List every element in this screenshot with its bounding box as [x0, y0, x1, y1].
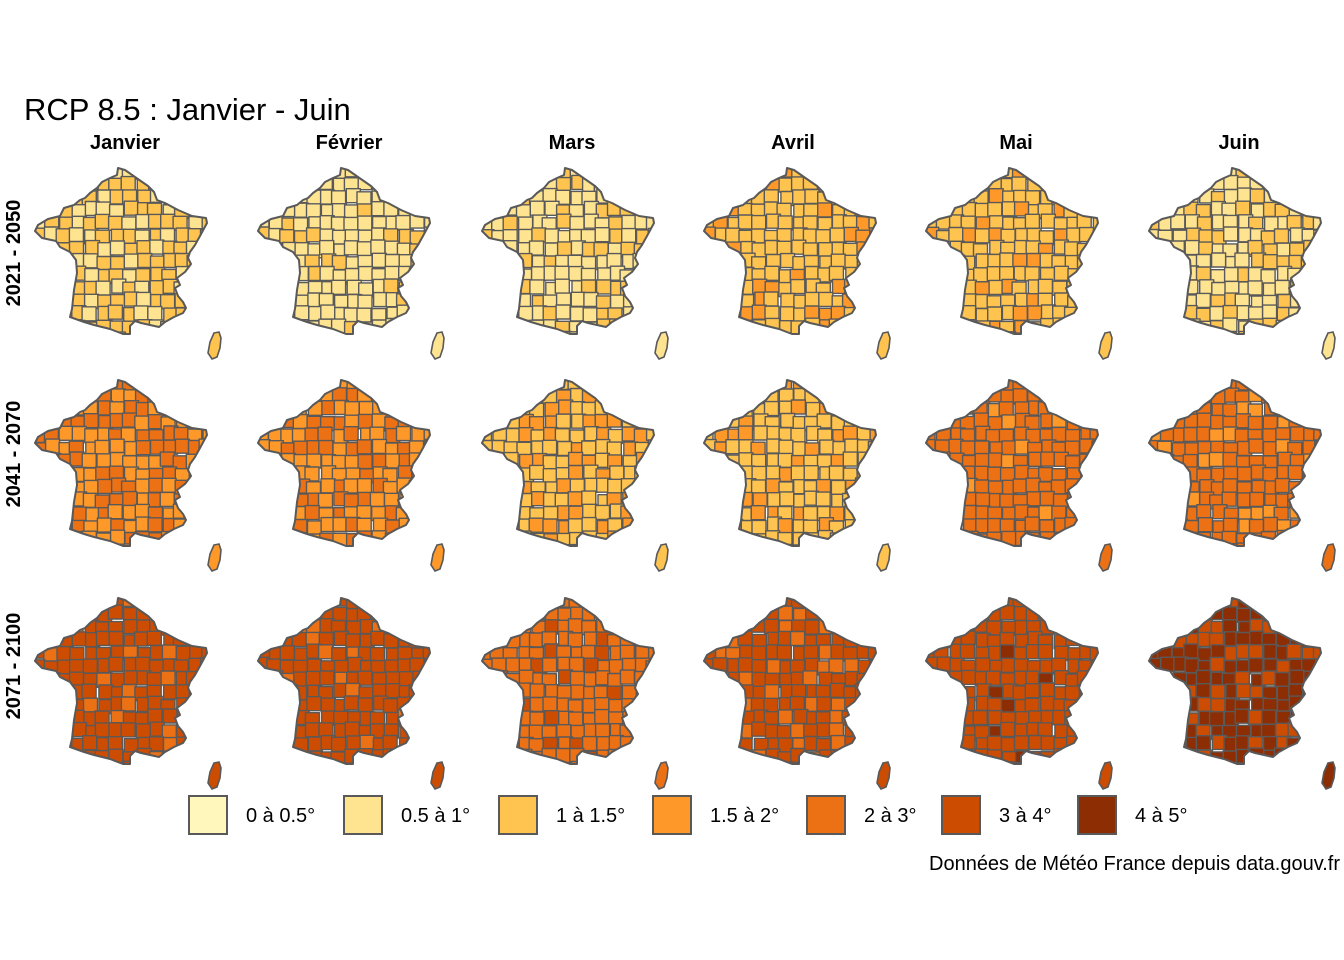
legend-swatch — [941, 795, 981, 835]
france-map — [257, 167, 445, 360]
france-map — [34, 379, 222, 572]
corsica-shape — [207, 543, 222, 572]
france-map — [925, 597, 1113, 790]
corsica-shape — [876, 761, 891, 790]
legend-swatch — [652, 795, 692, 835]
corsica-shape — [876, 543, 891, 572]
legend-swatch — [498, 795, 538, 835]
legend-swatch — [343, 795, 383, 835]
corsica-shape — [430, 331, 445, 360]
period-header: 2071 - 2100 — [3, 612, 25, 720]
legend-label: 3 à 4° — [999, 805, 1052, 827]
corsica-shape — [1321, 543, 1336, 572]
corsica-shape — [1098, 543, 1113, 572]
france-map — [34, 597, 222, 790]
month-header: Janvier — [89, 132, 161, 154]
corsica-shape — [654, 543, 669, 572]
france-map — [703, 379, 891, 572]
month-header: Mars — [548, 132, 596, 154]
month-header: Février — [315, 132, 383, 154]
legend-swatch — [1077, 795, 1117, 835]
legend-label: 4 à 5° — [1135, 805, 1188, 827]
corsica-shape — [430, 543, 445, 572]
legend-label: 0 à 0.5° — [246, 805, 316, 827]
france-map — [481, 167, 669, 360]
france-map — [925, 379, 1113, 572]
corsica-shape — [430, 761, 445, 790]
legend-label: 1 à 1.5° — [556, 805, 626, 827]
corsica-shape — [207, 331, 222, 360]
france-map — [257, 379, 445, 572]
france-map — [1148, 597, 1336, 790]
france-map — [1148, 167, 1336, 360]
month-header: Mai — [999, 132, 1033, 154]
france-map — [703, 167, 891, 360]
legend-swatch — [188, 795, 228, 835]
france-map — [34, 167, 222, 360]
legend-label: 2 à 3° — [864, 805, 917, 827]
france-map — [257, 597, 445, 790]
corsica-shape — [876, 331, 891, 360]
map-title: RCP 8.5 : Janvier - Juin — [24, 92, 351, 127]
corsica-shape — [1098, 331, 1113, 360]
legend-label: 1.5 à 2° — [710, 805, 780, 827]
france-map — [481, 379, 669, 572]
month-header: Juin — [1218, 132, 1260, 154]
month-header: Avril — [771, 132, 815, 154]
corsica-shape — [1321, 761, 1336, 790]
corsica-shape — [207, 761, 222, 790]
corsica-shape — [1321, 331, 1336, 360]
france-map — [481, 597, 669, 790]
period-header: 2041 - 2070 — [3, 400, 25, 508]
period-header: 2021 - 2050 — [3, 199, 25, 307]
corsica-shape — [1098, 761, 1113, 790]
france-map — [1148, 379, 1336, 572]
france-map — [925, 167, 1113, 360]
source-caption: Données de Météo France depuis data.gouv… — [929, 853, 1340, 875]
corsica-shape — [654, 761, 669, 790]
corsica-shape — [654, 331, 669, 360]
france-map — [703, 597, 891, 790]
legend-label: 0.5 à 1° — [401, 805, 471, 827]
legend-swatch — [806, 795, 846, 835]
